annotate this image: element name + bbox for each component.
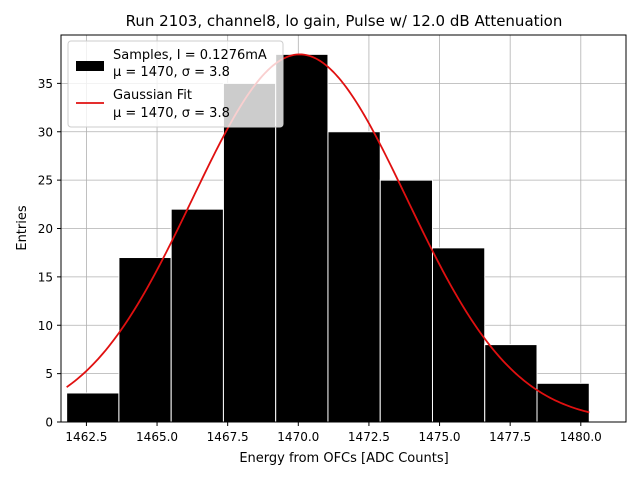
y-tick-label: 35 [38,77,53,91]
histogram-bar [170,208,224,423]
x-tick-label: 1465.0 [136,430,178,444]
legend-fit-label-line2: μ = 1470, σ = 3.8 [113,106,230,121]
y-axis-ticks: 0 5 10 15 20 25 30 35 [38,77,61,430]
chart-title: Run 2103, channel8, lo gain, Pulse w/ 12… [126,12,563,30]
histogram-bar [431,247,486,423]
histogram-bar [327,131,381,423]
gaussian-fit [66,53,590,414]
x-tick-label: 1472.5 [348,430,390,444]
x-axis-label: Energy from OFCs [ADC Counts] [239,451,448,466]
y-tick-label: 25 [38,174,53,188]
y-tick-label: 0 [45,416,53,430]
histogram-bar [118,257,172,423]
legend-samples-label-line2: μ = 1470, σ = 3.8 [113,65,230,80]
legend-samples-label-line1: Samples, I = 0.1276mA [113,48,267,63]
y-tick-label: 5 [45,367,53,381]
legend: Samples, I = 0.1276mA μ = 1470, σ = 3.8 … [67,40,284,128]
histogram-bar [222,82,277,423]
legend-box [67,40,284,128]
y-axis-label: Entries [15,205,30,251]
legend-fit-label-line1: Gaussian Fit [113,88,192,103]
histogram-bar [484,344,538,423]
x-axis-ticks: 1462.5 1465.0 1467.5 1470.0 1472.5 1475.0 1477… [65,422,602,444]
x-tick-label: 1462.5 [65,430,107,444]
histogram-bar [536,382,590,423]
x-tick-label: 1475.0 [419,430,461,444]
gaussian-fit-line [66,53,590,414]
x-tick-label: 1477.5 [489,430,531,444]
y-tick-label: 20 [38,222,53,236]
x-tick-label: 1480.0 [560,430,602,444]
histogram-bar [379,179,433,423]
histogram-bar [66,392,120,423]
x-tick-label: 1467.5 [207,430,249,444]
y-tick-label: 15 [38,270,53,284]
histogram-bar [275,53,329,423]
x-tick-label: 1470.0 [277,430,319,444]
legend-samples-swatch [76,61,104,71]
y-tick-label: 30 [38,125,53,139]
histogram-bars [66,53,590,423]
y-tick-label: 10 [38,319,53,333]
